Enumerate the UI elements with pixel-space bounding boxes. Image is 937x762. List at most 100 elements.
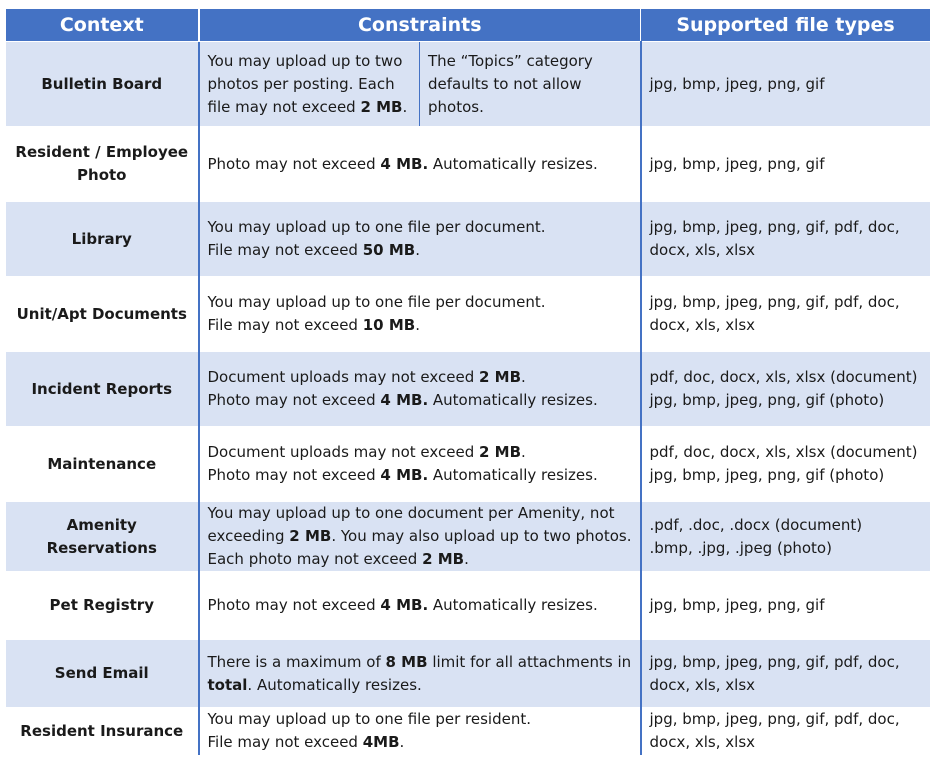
header-constraints: Constraints <box>197 8 642 42</box>
constraint-note-cell: The “Topics” category defaults to not al… <box>418 41 642 127</box>
file-types-cell: pdf, doc, docx, xls, xlsx (document) jpg,… <box>639 351 932 427</box>
constraint-limit: 4MB <box>362 733 400 751</box>
context-cell: Resident / Employee Photo <box>5 126 200 202</box>
context-cell: Maintenance <box>5 426 200 502</box>
context-cell: Resident Insurance <box>5 707 200 755</box>
context-cell: Pet Registry <box>5 571 200 640</box>
constraint-limit: 2 MB <box>422 550 465 568</box>
constraint-text: Automatically resizes. <box>428 596 598 614</box>
header-row: Context Constraints Supported file types <box>5 8 932 42</box>
constraint-text: . <box>402 97 408 116</box>
constraint-text: You may upload up to one file per docume… <box>207 293 546 311</box>
table-row: Maintenance Document uploads may not exc… <box>5 426 932 502</box>
file-types-cell: jpg, bmp, jpeg, png, gif, pdf, doc, docx,… <box>639 201 932 277</box>
file-types-line: jpg, bmp, jpeg, png, gif (photo) <box>649 466 885 484</box>
file-types-line: docx, xls, xlsx <box>649 241 756 259</box>
file-types-line: docx, xls, xlsx <box>649 733 756 751</box>
constraint-text: Automatically resizes. <box>428 154 598 173</box>
constraint-text: . <box>415 316 420 334</box>
constraint-emphasis: total <box>207 675 248 694</box>
constraint-text: File may not exceed <box>207 316 363 334</box>
constraint-limit: 2 MB <box>479 443 522 461</box>
constraint-text: There is a maximum of <box>207 652 386 671</box>
constraint-text: . <box>521 443 526 461</box>
table-row: Send Email There is a maximum of 8 MB li… <box>5 639 932 708</box>
table-row: Unit/Apt Documents You may upload up to … <box>5 276 932 352</box>
constraint-cell: Document uploads may not exceed 2 MB. Pho… <box>197 426 642 502</box>
constraint-limit: 4 MB. <box>380 596 429 614</box>
constraint-text: Automatically resizes. <box>428 466 598 484</box>
file-types-cell: jpg, bmp, jpeg, png, gif <box>639 41 932 127</box>
header-context: Context <box>5 8 200 42</box>
constraint-text: . <box>399 733 405 751</box>
file-types-cell: .pdf, .doc, .docx (document) .bmp, .jpg, … <box>639 501 932 572</box>
constraint-text: . <box>521 368 526 386</box>
file-types-line: docx, xls, xlsx <box>649 316 756 334</box>
table-row: Pet Registry Photo may not exceed 4 MB. … <box>5 571 932 640</box>
constraint-text: limit for all attachments in <box>427 652 632 671</box>
context-cell: Bulletin Board <box>5 41 200 127</box>
constraint-text: Photo may not exceed <box>207 466 381 484</box>
file-types-cell: jpg, bmp, jpeg, png, gif, pdf, doc, docx,… <box>639 276 932 352</box>
file-types-cell: jpg, bmp, jpeg, png, gif, pdf, doc, docx,… <box>639 639 932 708</box>
constraint-text: You may upload up to one file per docume… <box>207 218 546 236</box>
file-types-cell: pdf, doc, docx, xls, xlsx (document) jpg,… <box>639 426 932 502</box>
file-types-line: jpg, bmp, jpeg, png, gif (photo) <box>649 391 885 409</box>
constraint-limit: 10 MB <box>362 316 416 334</box>
context-cell: Send Email <box>5 639 200 708</box>
table-row: Amenity Reservations You may upload up t… <box>5 501 932 572</box>
constraint-text: . Automatically resizes. <box>247 675 422 694</box>
constraint-cell: Photo may not exceed 4 MB. Automatically… <box>197 126 642 202</box>
table-row: Incident Reports Document uploads may no… <box>5 351 932 427</box>
file-types-line: jpg, bmp, jpeg, png, gif, pdf, doc, <box>649 293 900 311</box>
table-row: Resident / Employee Photo Photo may not … <box>5 126 932 202</box>
context-cell: Library <box>5 201 200 277</box>
constraint-text: Photo may not exceed <box>207 154 381 173</box>
constraint-limit: 2 MB <box>360 97 403 116</box>
constraint-text: . <box>415 241 420 259</box>
constraint-limit: 50 MB <box>362 241 416 259</box>
constraint-cell: You may upload up to one document per Am… <box>197 501 642 572</box>
constraint-limit: 4 MB. <box>380 391 429 409</box>
constraint-cell: You may upload up to one file per docume… <box>197 276 642 352</box>
constraint-limit: 2 MB <box>289 527 332 545</box>
context-cell: Incident Reports <box>5 351 200 427</box>
constraint-limit: 8 MB <box>385 652 428 671</box>
constraint-text: Automatically resizes. <box>428 391 598 409</box>
file-types-line: jpg, bmp, jpeg, png, gif, pdf, doc, <box>649 652 900 671</box>
constraint-cell: You may upload up to one file per docume… <box>197 201 642 277</box>
file-types-line: .pdf, .doc, .docx (document) <box>649 515 863 534</box>
constraint-text: You may upload up to one file per reside… <box>207 710 531 728</box>
constraint-text: Photo may not exceed <box>207 391 381 409</box>
table-row: Bulletin Board You may upload up to two … <box>5 41 932 127</box>
file-types-line: pdf, doc, docx, xls, xlsx (document) <box>649 368 918 386</box>
constraint-cell: You may upload up to one file per reside… <box>197 707 642 755</box>
constraint-text: Document uploads may not exceed <box>207 443 480 461</box>
table-row: Resident Insurance You may upload up to … <box>5 707 932 755</box>
constraint-text: . You may also upload up to two photos. … <box>207 527 632 568</box>
file-types-cell: jpg, bmp, jpeg, png, gif <box>639 126 932 202</box>
file-types-line: jpg, bmp, jpeg, png, gif, pdf, doc, <box>649 218 900 236</box>
constraint-text: Document uploads may not exceed <box>207 368 480 386</box>
constraint-limit: 4 MB. <box>380 466 429 484</box>
file-types-cell: jpg, bmp, jpeg, png, gif <box>639 571 932 640</box>
constraint-limit: 2 MB <box>479 368 522 386</box>
file-types-line: pdf, doc, docx, xls, xlsx (document) <box>649 443 918 461</box>
file-types-cell: jpg, bmp, jpeg, png, gif, pdf, doc, docx,… <box>639 707 932 755</box>
file-types-line: jpg, bmp, jpeg, png, gif, pdf, doc, <box>649 710 900 728</box>
constraint-cell: You may upload up to two photos per post… <box>198 41 420 127</box>
table-row: Library You may upload up to one file pe… <box>5 201 932 277</box>
context-cell: Unit/Apt Documents <box>5 276 200 352</box>
constraint-cell: Document uploads may not exceed 2 MB. Pho… <box>197 351 642 427</box>
file-types-line: docx, xls, xlsx <box>649 675 756 694</box>
file-types-line: .bmp, .jpg, .jpeg (photo) <box>649 538 832 557</box>
context-cell: Amenity Reservations <box>5 501 200 572</box>
constraint-cell: There is a maximum of 8 MB limit for all… <box>197 639 642 708</box>
constraint-cell: Photo may not exceed 4 MB. Automatically… <box>197 571 642 640</box>
constraint-text: . <box>464 550 469 568</box>
constraint-text: File may not exceed <box>207 241 363 259</box>
upload-limits-table: Context Constraints Supported file types… <box>5 8 932 755</box>
header-file-types: Supported file types <box>640 8 932 42</box>
constraint-text: You may upload up to one document per Am… <box>207 504 615 545</box>
constraint-text: Photo may not exceed <box>207 596 381 614</box>
